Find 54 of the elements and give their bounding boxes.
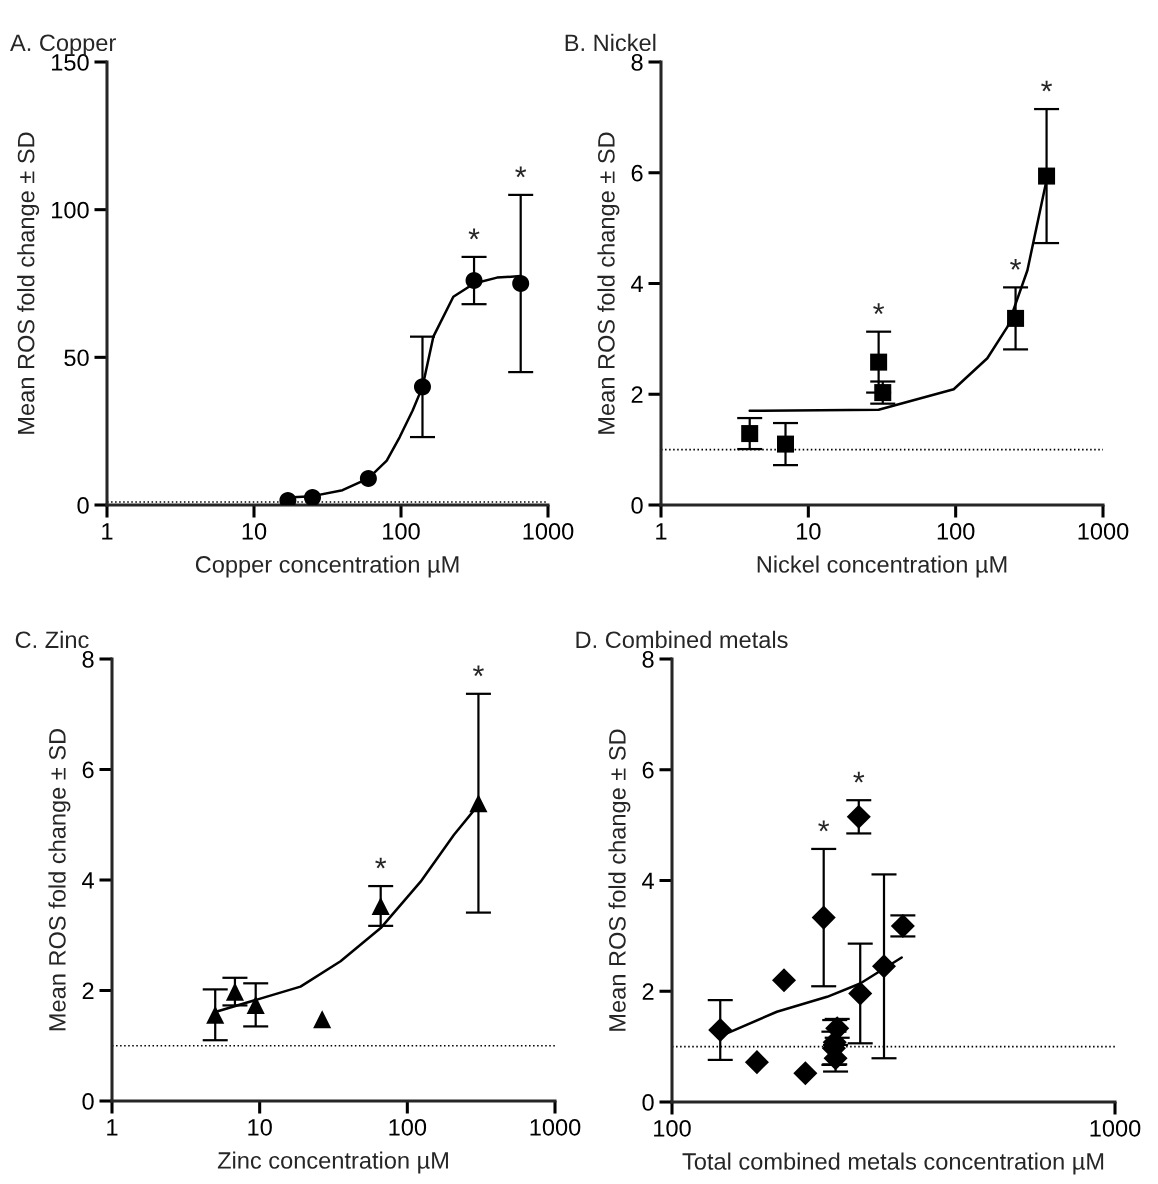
x-tick-label: 100 bbox=[389, 1118, 427, 1136]
x-tick-label: 100 bbox=[383, 522, 420, 540]
y-tick-label: 150 bbox=[52, 54, 89, 71]
y-tick-label: 100 bbox=[52, 201, 89, 219]
x-axis-title: Zinc concentration µM bbox=[217, 1151, 448, 1174]
x-tick-label: 100 bbox=[937, 522, 975, 540]
x-tick-label: 1000 bbox=[1090, 1119, 1141, 1137]
x-tick-label: 1000 bbox=[523, 522, 574, 540]
annotation: * bbox=[853, 771, 865, 783]
y-tick-label: 0 bbox=[631, 497, 643, 514]
y-tick-label: 2 bbox=[631, 386, 643, 403]
y-tick-label: 4 bbox=[642, 872, 654, 890]
y-tick-label: 4 bbox=[82, 872, 94, 889]
chart-title: A. Copper bbox=[10, 34, 116, 56]
y-tick-label: 6 bbox=[631, 164, 643, 182]
y-tick-label: 0 bbox=[82, 1093, 94, 1110]
annotation: * bbox=[468, 228, 480, 240]
x-tick-label: 1 bbox=[102, 523, 113, 540]
y-tick-label: 2 bbox=[82, 982, 94, 1000]
x-tick-label: 1 bbox=[656, 523, 667, 540]
chart-title: B. Nickel bbox=[565, 33, 656, 52]
y-axis-title: Mean ROS fold change ± SD bbox=[608, 729, 631, 1031]
x-tick-label: 10 bbox=[797, 522, 821, 540]
chart-title: D. Combined metals bbox=[576, 630, 788, 649]
y-tick-label: 8 bbox=[642, 651, 654, 668]
x-tick-label: 1000 bbox=[530, 1118, 581, 1136]
x-tick-label: 10 bbox=[242, 522, 267, 540]
y-tick-label: 6 bbox=[642, 761, 654, 779]
x-axis-title: Total combined metals concentration µM bbox=[682, 1152, 1104, 1175]
y-tick-label: 2 bbox=[642, 983, 654, 1000]
x-tick-label: 1 bbox=[107, 1119, 118, 1136]
annotation: * bbox=[1010, 258, 1022, 270]
x-axis-title: Copper concentration µM bbox=[195, 555, 459, 578]
y-axis-title: Mean ROS fold change ± SD bbox=[17, 132, 40, 434]
y-tick-label: 8 bbox=[82, 651, 94, 668]
y-axis-title: Mean ROS fold change ± SD bbox=[597, 132, 620, 434]
annotation: * bbox=[472, 665, 484, 677]
annotation: * bbox=[515, 166, 527, 178]
x-tick-label: 1000 bbox=[1078, 522, 1129, 540]
annotation: * bbox=[375, 857, 387, 869]
annotation: * bbox=[873, 303, 885, 315]
y-tick-label: 0 bbox=[642, 1094, 654, 1111]
y-tick-label: 6 bbox=[82, 761, 94, 779]
y-tick-label: 8 bbox=[631, 54, 643, 71]
x-tick-label: 10 bbox=[248, 1118, 272, 1136]
y-tick-label: 4 bbox=[631, 275, 643, 293]
x-axis-title: Nickel concentration µM bbox=[757, 555, 1007, 578]
annotation: * bbox=[818, 820, 830, 832]
annotation: * bbox=[1041, 80, 1053, 92]
chart-title: C. Zinc bbox=[15, 630, 89, 649]
y-tick-label: 0 bbox=[77, 497, 89, 514]
y-axis-title: Mean ROS fold change ± SD bbox=[48, 728, 71, 1031]
x-tick-label: 100 bbox=[654, 1119, 691, 1137]
y-tick-label: 50 bbox=[64, 349, 89, 367]
